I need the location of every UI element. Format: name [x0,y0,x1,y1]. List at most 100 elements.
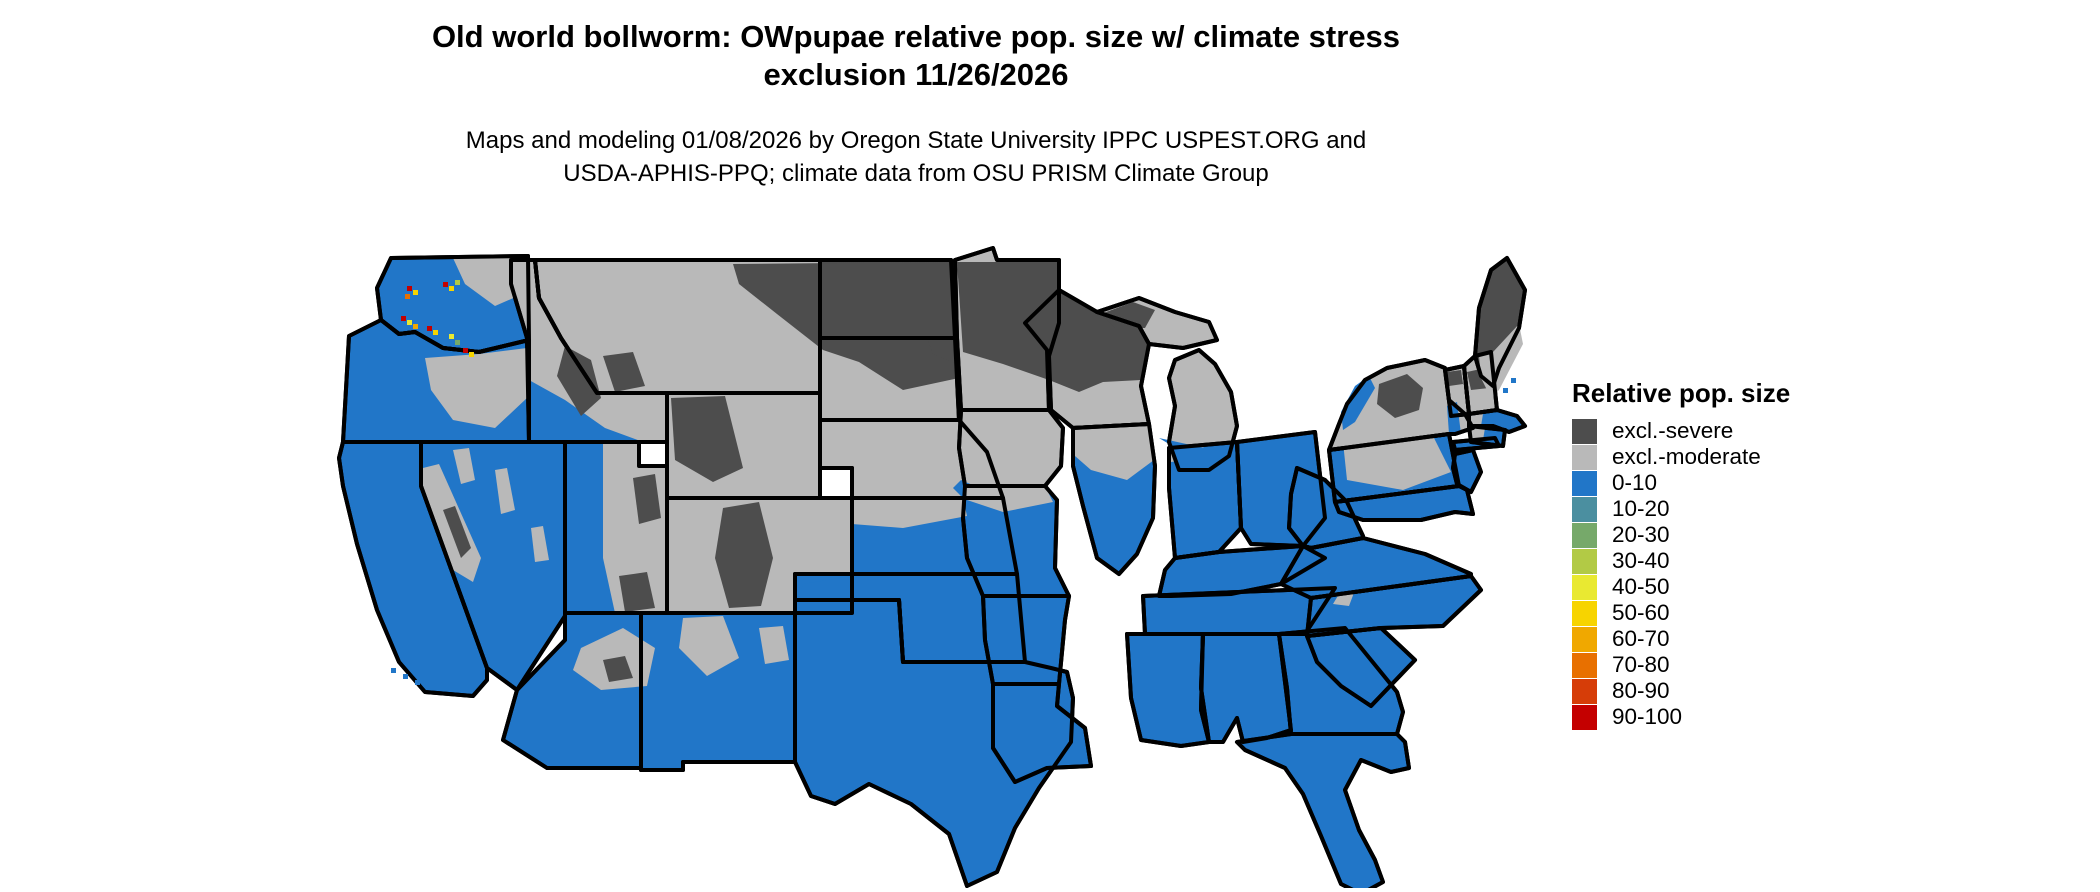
legend-title: Relative pop. size [1572,378,1791,408]
terrain-patch-montana-east-severe [733,262,959,390]
legend-item: 70-80 [1572,652,1902,678]
terrain-patch-kansas-north-moderate [852,498,967,528]
legend-swatch [1572,574,1597,600]
figure-subtitle: Maps and modeling 01/08/2026 by Oregon S… [266,124,1566,190]
terrain-patch-montana-bitterroot-severe [603,352,645,392]
terrain-patch-idaho-snake-plain-low [529,380,643,442]
map-speck [469,352,474,357]
legend-label: 90-100 [1612,704,1683,729]
legend-label: excl.-severe [1612,418,1734,443]
terrain-patch-utah-severe-a [633,474,661,524]
map-speck [449,334,454,339]
map-speck [413,324,418,329]
legend-label: 40-50 [1612,574,1670,599]
state-border-colorado [665,496,854,615]
terrain-patch-pennsylvania-center-moderate [1343,436,1451,490]
title-line-2: exclusion 11/26/2026 [763,57,1069,92]
map-speck [405,294,410,299]
terrain-patch-nevada-range-c [531,526,549,562]
legend-swatch [1572,652,1597,678]
state-border-michigan-up [1095,296,1219,350]
legend-item: excl.-severe [1572,418,1902,444]
legend-label: 80-90 [1612,678,1670,703]
legend-label: 60-70 [1612,626,1670,651]
map-speck [401,316,406,321]
legend-item: 50-60 [1572,600,1902,626]
state-border-michigan-lp [1167,348,1239,472]
state-border-tennessee [1141,586,1337,636]
terrain-patch-south-dakota-corner-severe [927,338,957,364]
state-border-georgia [1277,626,1405,736]
legend-item: 90-100 [1572,704,1902,730]
terrain-patch-wyoming-yellowstone-severe [671,396,743,482]
state-border-new-jersey [1451,448,1483,494]
map-speck [455,280,460,285]
terrain-patch-colorado-southeast-low [795,576,852,613]
terrain-patch-adirondacks-severe [1377,374,1423,418]
legend-item: 0-10 [1572,470,1902,496]
legend-label: excl.-moderate [1612,444,1761,469]
state-border-iowa [957,408,1065,488]
state-border-west-virginia [1287,466,1365,550]
legend-label: 30-40 [1612,548,1670,573]
terrain-patch-new-mexico-north-moderate-b [759,626,789,664]
terrain-patch-washington-north-moderate [453,258,527,306]
legend-swatch [1572,600,1597,626]
legend-swatch [1572,548,1597,574]
title-line-1: Old world bollworm: OWpupae relative pop… [431,19,1401,54]
map-speck [455,340,460,345]
map-speck [463,348,468,353]
legend-label: 20-30 [1612,522,1670,547]
legend-swatch [1572,444,1597,470]
legend-swatch [1572,522,1597,548]
us-conus-map [303,228,1529,892]
state-border-florida [1235,732,1411,892]
terrain-patch-idaho-central-severe [557,346,601,416]
terrain-patch-minnesota-wisconsin-north-severe [957,262,1149,392]
map-speck [403,674,408,679]
terrain-patch-missouri-north-moderate [965,486,1053,512]
map-speck [443,282,448,287]
map-speck [415,680,420,685]
subtitle-line-1: Maps and modeling 01/08/2026 by Oregon S… [465,127,1367,154]
terrain-patch-nevada-range-b [495,468,515,514]
legend-item: 30-40 [1572,548,1902,574]
subtitle-line-2: USDA-APHIS-PPQ; climate data from OSU PR… [563,160,1269,187]
legend-label: 70-80 [1612,652,1670,677]
state-border-illinois [1071,422,1157,576]
legend-item: 40-50 [1572,574,1902,600]
legend-items: excl.-severe excl.-moderate 0-10 10-20 20-30… [1572,418,1902,730]
legend-label: 10-20 [1612,496,1670,521]
map-legend: Relative pop. size excl.-severe excl.-mod… [1572,378,1902,730]
legend-item: 60-70 [1572,626,1902,652]
terrain-patch-arizona-peaks-severe [603,656,633,682]
map-speck [433,330,438,335]
us-map-svg [337,246,1527,892]
state-alabama [1199,632,1293,744]
map-speck [391,668,396,673]
map-speck [427,326,432,331]
legend-swatch [1572,470,1597,496]
state-border-minnesota [953,246,1061,412]
state-iowa [957,408,1065,488]
state-border-texas [793,598,1075,888]
map-speck [407,320,412,325]
terrain-patch-oregon-east-moderate [425,348,527,428]
map-speck [1503,388,1508,393]
legend-label: 50-60 [1612,600,1670,625]
legend-swatch [1572,626,1597,652]
state-border-maine [1473,256,1527,388]
terrain-patch-green-mountains-severe [1447,370,1463,386]
map-speck [449,286,454,291]
terrain-patch-nevada-range-a [453,448,475,484]
terrain-patch-new-york-west-low [1341,376,1375,430]
legend-item: 20-30 [1572,522,1902,548]
legend-item: excl.-moderate [1572,444,1902,470]
terrain-patch-illinois-north-moderate [1073,424,1154,480]
figure-title: Old world bollworm: OWpupae relative pop… [266,18,1566,94]
legend-swatch [1572,704,1597,730]
terrain-patch-new-mexico-north-moderate-a [679,616,739,676]
legend-item: 10-20 [1572,496,1902,522]
terrain-patch-massachusetts-nw-moderate [1469,414,1483,426]
